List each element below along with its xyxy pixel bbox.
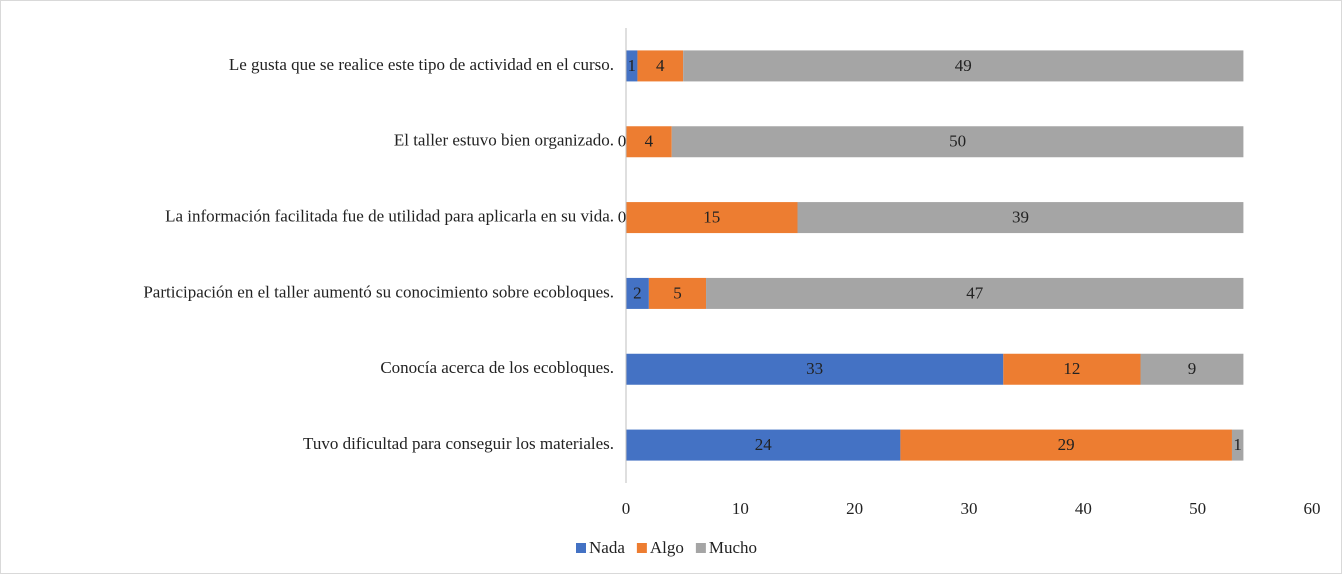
data-label: 47 [966, 283, 984, 302]
legend-label: Mucho [709, 538, 757, 557]
data-label: 49 [955, 56, 972, 75]
data-label: 50 [949, 132, 966, 151]
x-tick-label: 10 [732, 499, 749, 518]
data-label: 0 [618, 207, 627, 226]
x-tick-label: 0 [622, 499, 631, 518]
bar-segment [626, 277, 649, 309]
bar-segment [1003, 353, 1141, 385]
y-tick-label: Participación en el taller aumentó su co… [143, 282, 614, 301]
bar-segment [706, 277, 1244, 309]
bar-segment [637, 50, 684, 82]
legend-swatch [695, 543, 706, 553]
x-tick-label: 40 [1075, 499, 1092, 518]
legend-swatch [576, 543, 586, 553]
legend-label: Algo [650, 538, 684, 557]
x-tick-label: 30 [961, 499, 978, 518]
y-tick-label: La información facilitada fue de utilida… [165, 206, 614, 225]
bar-segment [626, 126, 672, 158]
data-label: 12 [1063, 359, 1080, 378]
data-label: 4 [645, 132, 654, 151]
bar-segment [626, 50, 638, 82]
data-label: 0 [618, 132, 627, 151]
data-label: 5 [673, 283, 682, 302]
data-label: 1 [627, 56, 636, 75]
bar-segment [1140, 353, 1244, 385]
data-label: 24 [755, 435, 773, 454]
data-label: 4 [656, 56, 665, 75]
bar-segment [626, 202, 798, 234]
y-tick-label: Le gusta que se realice este tipo de act… [229, 55, 614, 74]
bar-segment [648, 277, 707, 309]
bar-segment [1231, 429, 1244, 461]
x-tick-label: 20 [846, 499, 863, 518]
data-label: 1 [1233, 435, 1242, 454]
y-tick-label: El taller estuvo bien organizado. [394, 131, 614, 150]
data-label: 29 [1058, 435, 1075, 454]
bar-segment [683, 50, 1244, 82]
y-tick-label: Conocía acerca de los ecobloques. [380, 358, 614, 377]
y-tick-label: Tuvo dificultad para conseguir los mater… [303, 434, 614, 453]
legend-label: Nada [589, 538, 625, 557]
x-tick-label: 60 [1304, 499, 1321, 518]
data-label: 15 [703, 207, 720, 226]
bar-segment [626, 353, 1004, 385]
data-label: 39 [1012, 207, 1029, 226]
legend-swatch [636, 543, 647, 553]
x-tick-label: 50 [1189, 499, 1206, 518]
bar-segment [797, 202, 1244, 234]
data-label: 9 [1188, 359, 1197, 378]
bar-segment [900, 429, 1232, 461]
data-label: 33 [806, 359, 823, 378]
data-label: 2 [633, 283, 642, 302]
bar-segment [671, 126, 1244, 158]
bar-segment [626, 429, 901, 461]
